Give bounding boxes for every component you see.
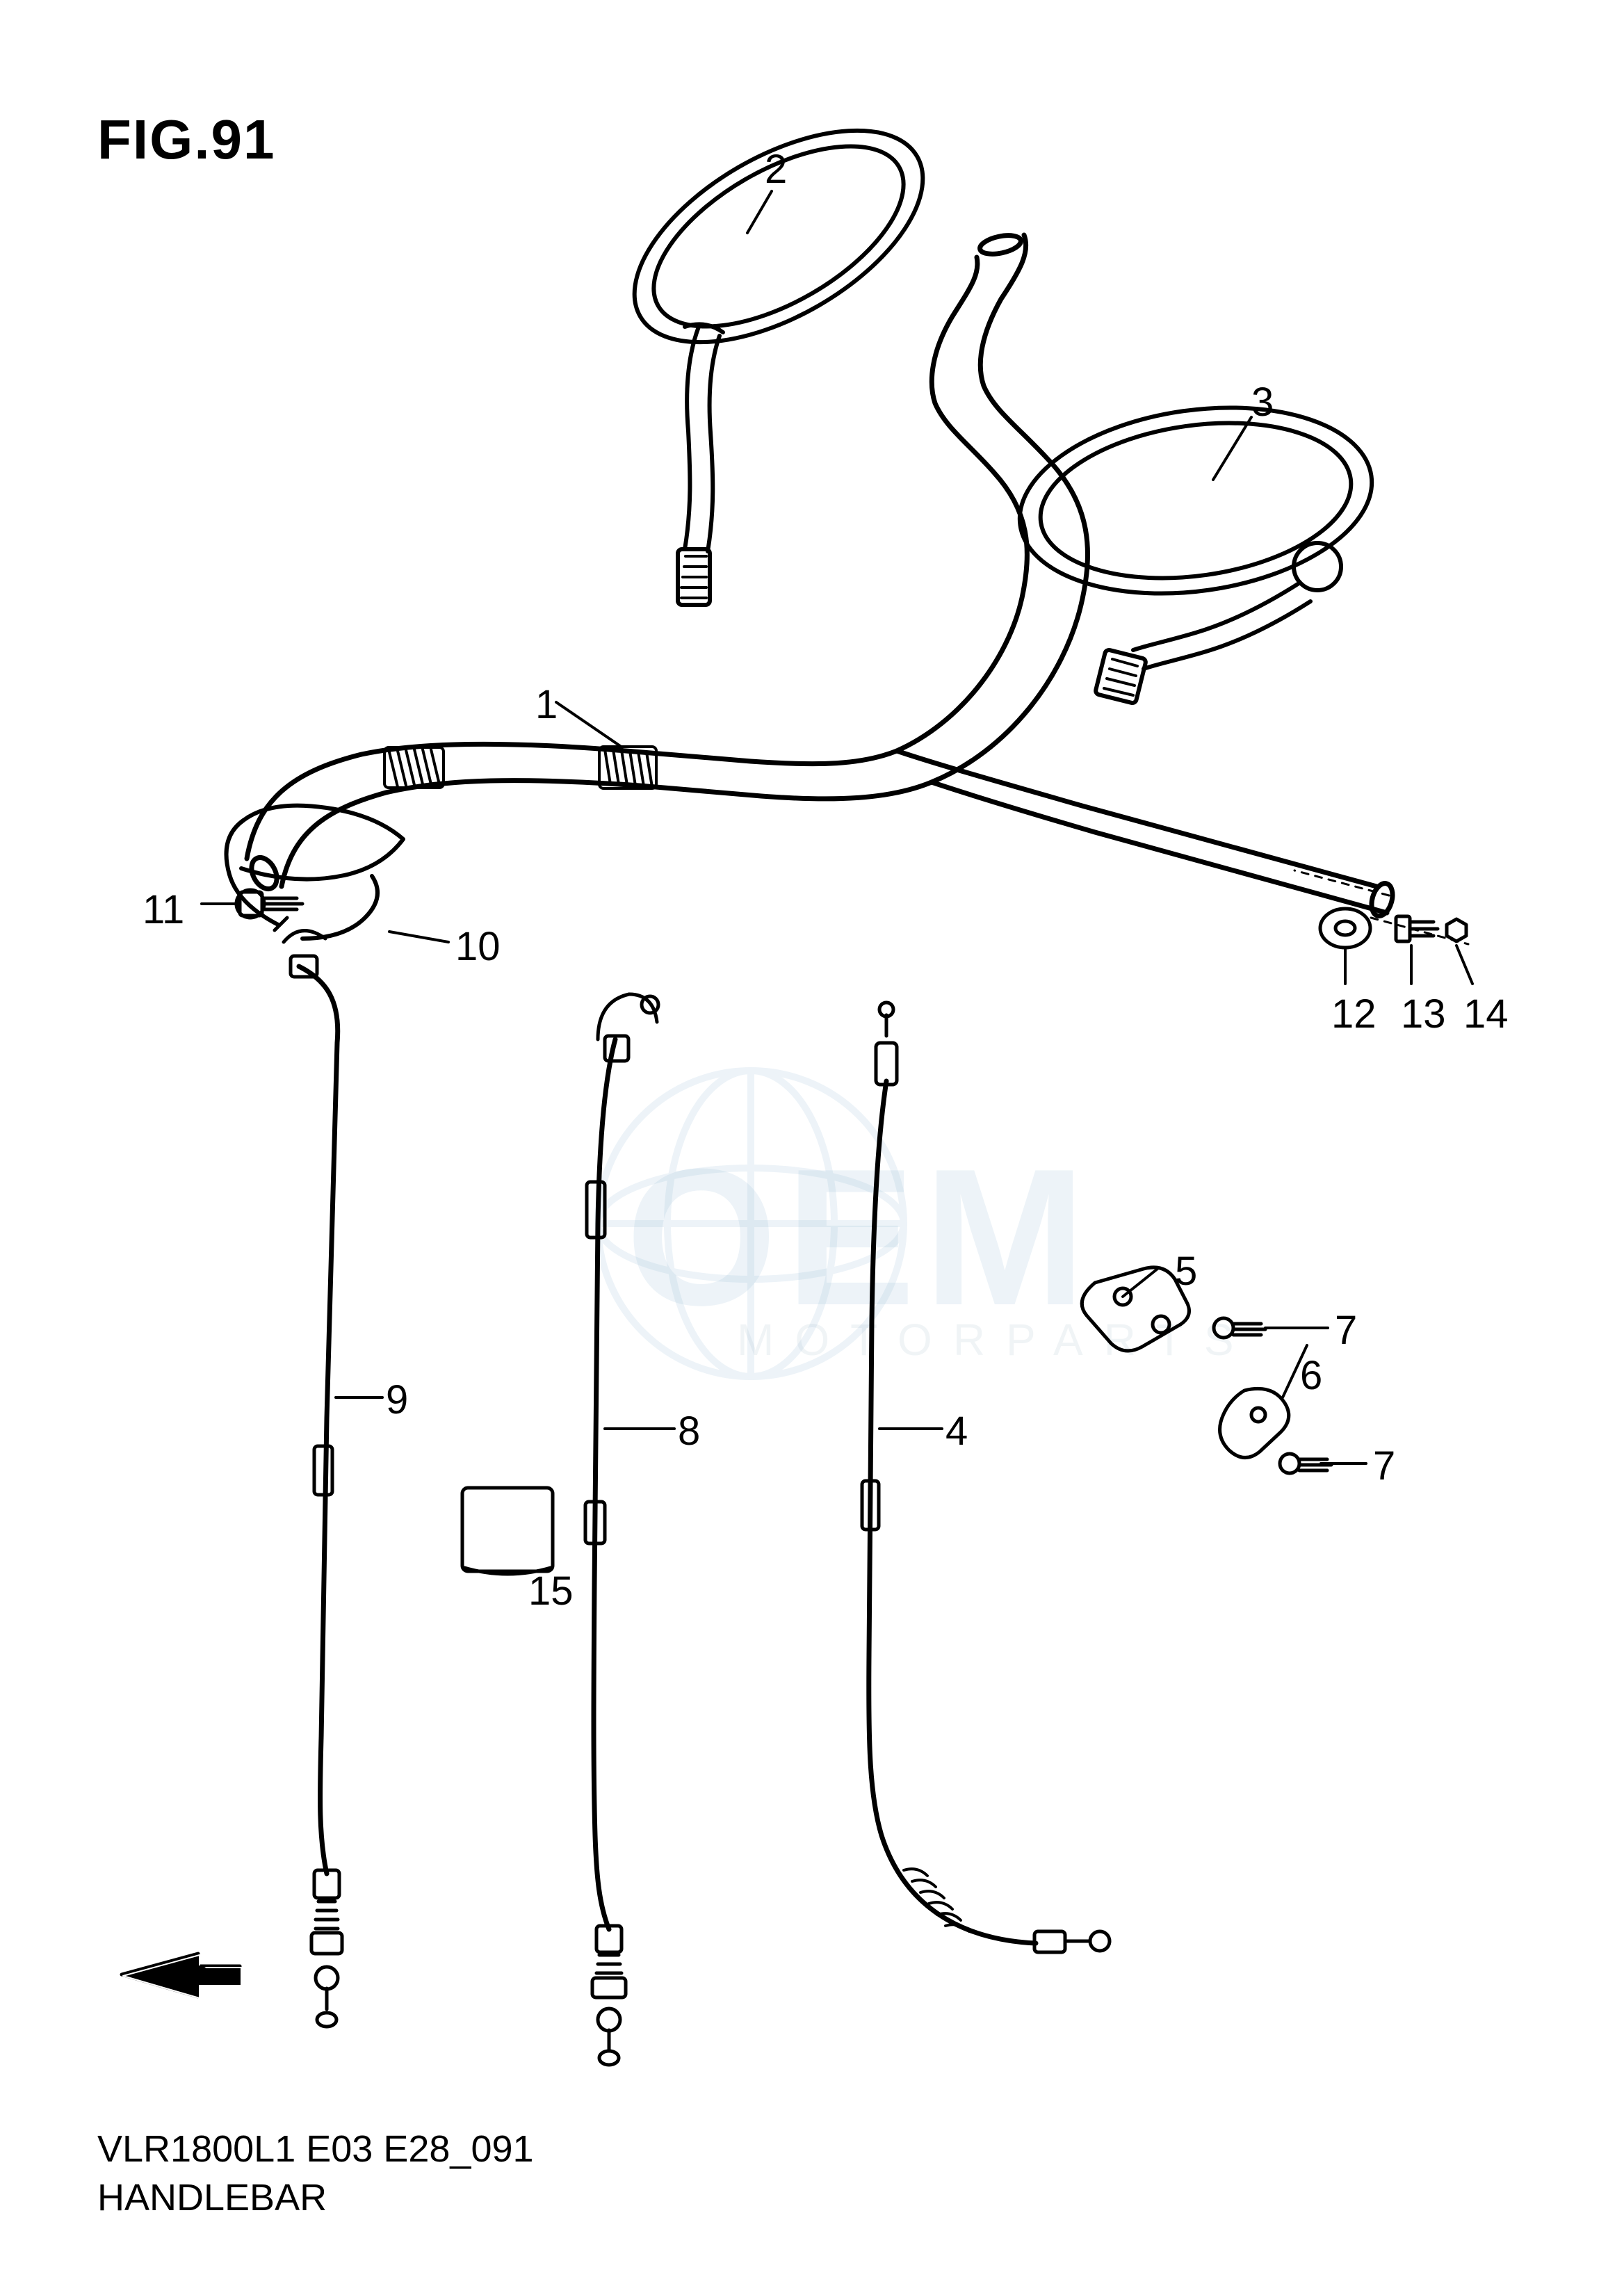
leader-lines	[202, 191, 1472, 1463]
callout-4: 4	[945, 1408, 968, 1454]
part-cable-8	[585, 994, 658, 2065]
callout-10: 10	[455, 923, 501, 970]
part-cable-9	[275, 918, 342, 2027]
fwd-text: FWD	[165, 1963, 206, 1984]
callout-15: 15	[528, 1568, 574, 1614]
callout-12: 12	[1331, 991, 1377, 1037]
footer-code: VLR1800L1 E03 E28_091	[97, 2127, 534, 2171]
callout-6: 6	[1300, 1352, 1322, 1399]
callout-13: 13	[1401, 991, 1446, 1037]
part-handlebar	[247, 232, 1396, 918]
callout-8: 8	[678, 1408, 700, 1454]
callout-1: 1	[535, 681, 558, 728]
callout-2: 2	[765, 146, 787, 193]
callout-7a: 7	[1335, 1307, 1357, 1354]
callout-9: 9	[386, 1377, 408, 1423]
part-label-15	[462, 1488, 553, 1574]
callout-5: 5	[1175, 1248, 1197, 1295]
footer-title: HANDLEBAR	[97, 2176, 327, 2219]
callout-3: 3	[1251, 379, 1274, 425]
callout-7b: 7	[1373, 1443, 1395, 1489]
diagram-svg: FWD	[0, 0, 1624, 2295]
callout-11: 11	[143, 886, 184, 933]
callout-14: 14	[1463, 991, 1509, 1037]
part-cable-4	[862, 1003, 1110, 1952]
diagram-page: OEM MOTORPARTS FIG.91	[0, 0, 1624, 2295]
